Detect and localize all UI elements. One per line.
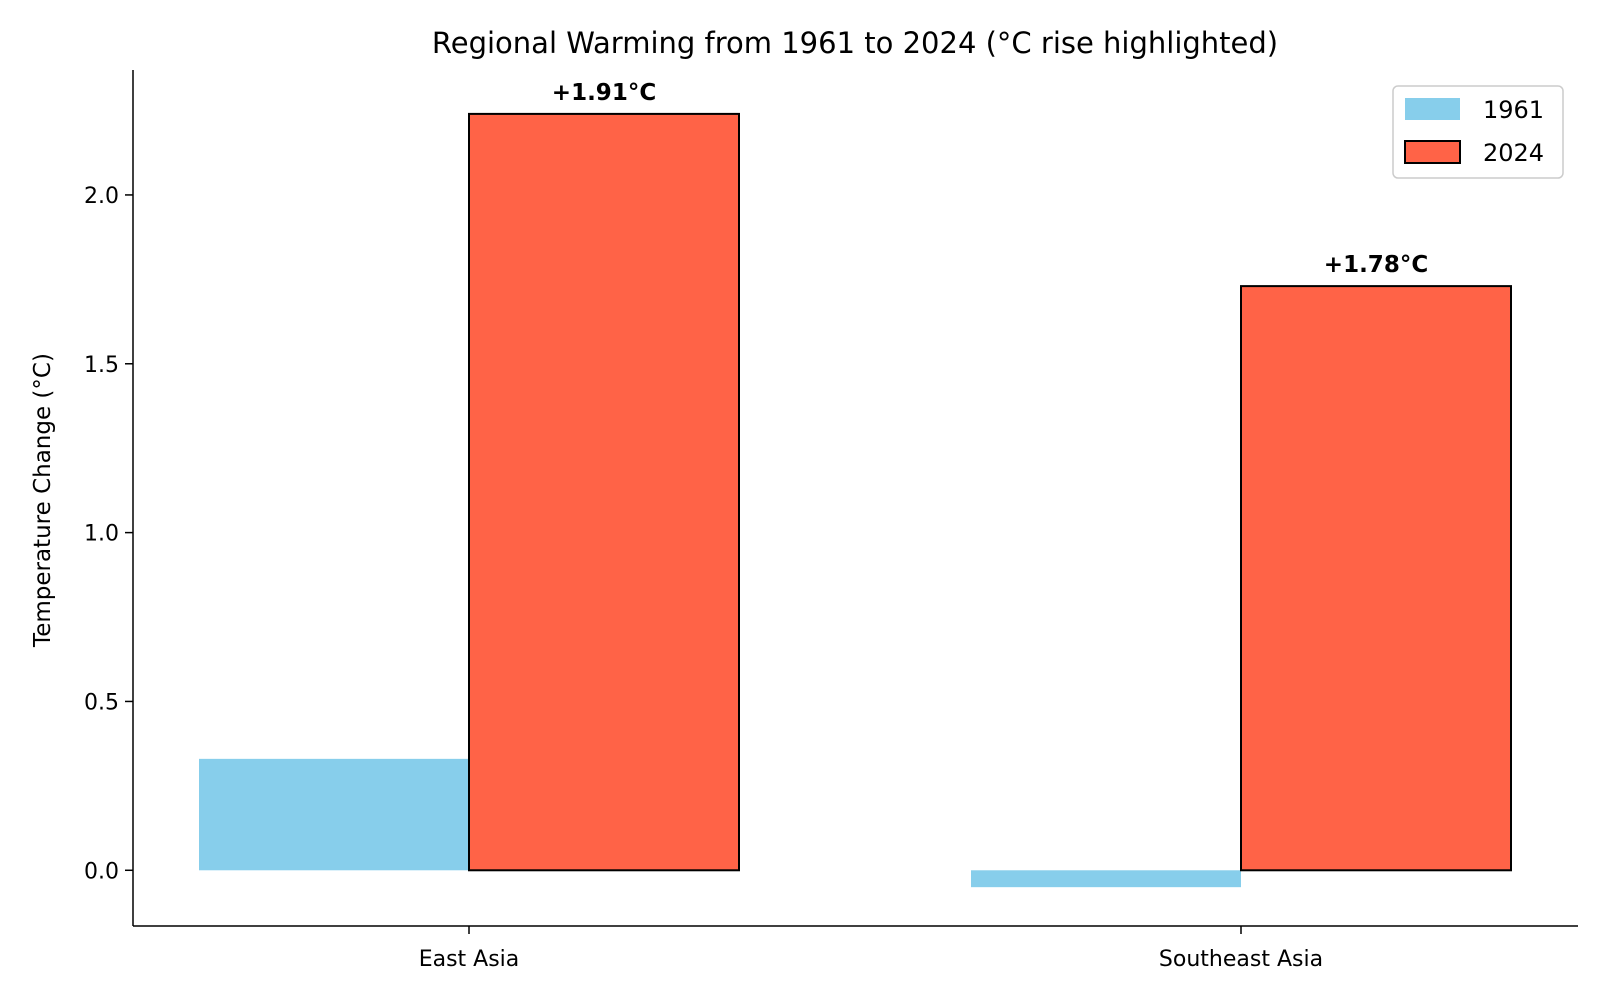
chart-title: Regional Warming from 1961 to 2024 (°C r…	[432, 26, 1278, 60]
y-tick-label-2: 1.0	[84, 522, 119, 547]
data-label-0: +1.91°C	[552, 80, 656, 106]
plot-area: +1.91°C East Asia +1.78°C Southeast Asia 0.0…	[84, 70, 1578, 972]
x-tick-label-1: Southeast Asia	[1159, 947, 1323, 972]
legend-label-2024: 2024	[1483, 139, 1544, 167]
y-tick-label-3: 1.5	[84, 353, 119, 378]
legend-label-1961: 1961	[1483, 96, 1544, 124]
legend-swatch-1961	[1405, 98, 1460, 120]
data-label-1: +1.78°C	[1324, 252, 1428, 278]
y-tick-label-0: 0.0	[84, 859, 119, 884]
bar-2024-1	[1240, 285, 1512, 872]
bar-2024-0	[468, 112, 740, 872]
legend-swatch-2024	[1404, 140, 1461, 164]
y-tick-label-1: 0.5	[84, 690, 119, 715]
x-tick-label-0: East Asia	[419, 947, 520, 972]
y-tick-label-4: 2.0	[84, 184, 119, 209]
legend: 1961 2024	[1392, 85, 1564, 179]
y-axis-title: Temperature Change (°C)	[30, 353, 56, 648]
bar-1961-1	[971, 870, 1241, 888]
bar-1961-0	[199, 758, 469, 871]
